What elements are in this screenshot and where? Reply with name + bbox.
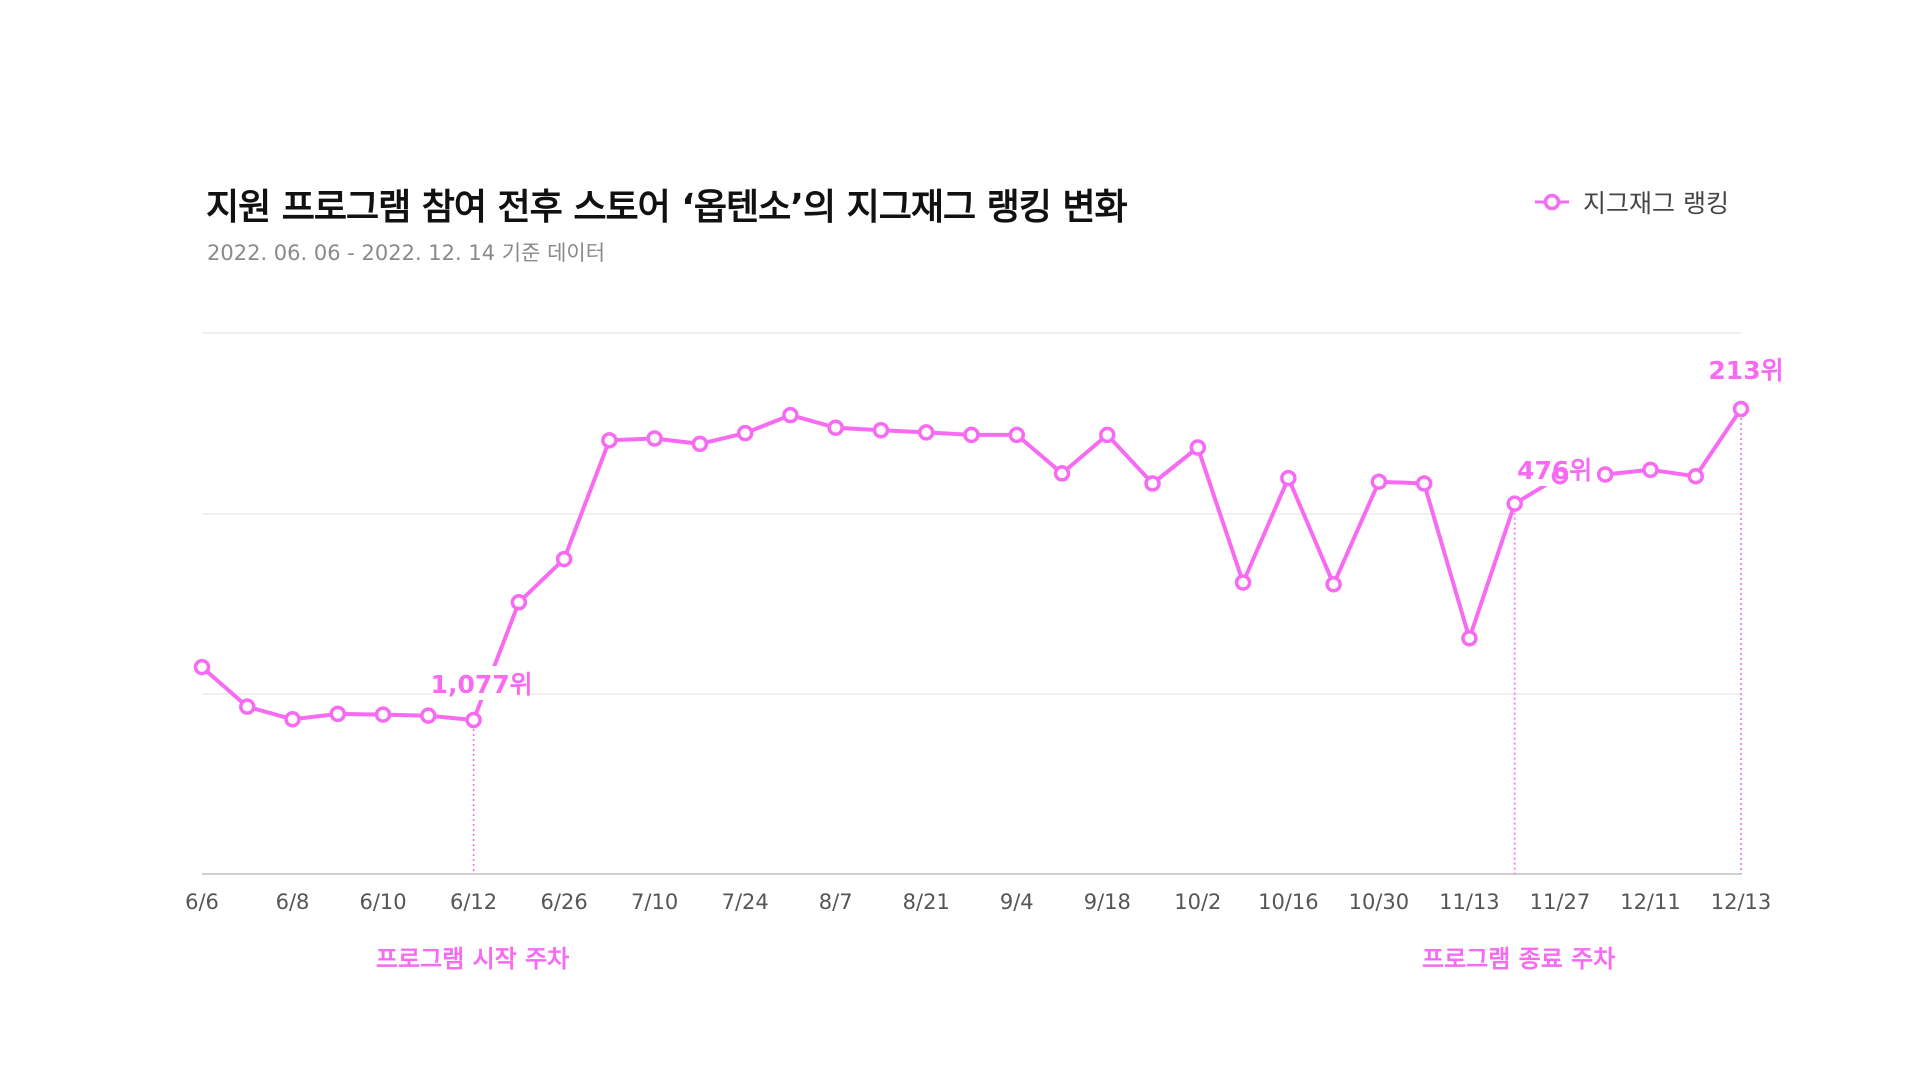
x-tick-label: 8/7 [819,890,853,914]
data-point [782,406,799,424]
data-point [1415,475,1433,492]
data-point [510,594,528,611]
x-tick-label: 7/10 [631,890,678,914]
data-point [872,421,890,439]
legend: 지그재그 랭킹 [1533,184,1729,220]
value-label-start: 1,077위 [431,670,533,699]
program-start-caption: 프로그램 시작 주차 [376,945,569,973]
x-tick-label: 12/11 [1620,890,1681,914]
data-point [284,711,301,728]
x-tick-label: 9/18 [1084,890,1131,914]
x-tick-label: 6/10 [359,890,406,914]
data-point [239,698,256,715]
data-point [465,711,482,729]
data-point [1551,468,1569,485]
data-point [555,550,573,568]
data-point [1008,426,1026,444]
x-tick-label: 6/6 [185,890,219,914]
data-point [1687,468,1704,485]
x-tick-label: 6/26 [541,890,588,914]
data-point [1506,495,1523,512]
x-tick-label: 6/8 [276,890,310,914]
legend-label: 지그재그 랭킹 [1583,189,1729,218]
x-tick-label: 9/4 [1000,890,1034,914]
data-point [1280,469,1297,487]
data-point [329,705,347,723]
data-point [420,707,437,724]
data-point [1732,400,1750,418]
data-point [1099,426,1116,444]
data-point [374,706,392,723]
data-point [193,658,211,676]
data-point [963,426,980,444]
data-point [827,419,844,436]
x-tick-label: 7/24 [722,890,769,914]
data-point [1144,475,1161,492]
x-tick-label: 8/21 [903,890,950,914]
data-point [1370,473,1388,490]
data-point [691,435,709,453]
data-point [601,432,618,449]
x-tick-label: 11/27 [1530,890,1591,914]
x-tick-label: 11/13 [1439,890,1500,914]
data-point [1325,576,1342,593]
data-point [1461,630,1478,647]
data-point [1596,466,1614,483]
label-background [432,666,531,700]
data-point [736,424,754,442]
x-tick-label: 6/12 [450,890,497,914]
data-point [917,424,935,441]
x-tick-label: 10/2 [1174,890,1221,914]
x-tick-label: 10/30 [1349,890,1410,914]
x-tick-label: 12/13 [1711,890,1772,914]
chart-title: 지원 프로그램 참여 전후 스토어 ‘옵텐소’의 지그재그 랭킹 변화 [206,187,1128,228]
data-point [1234,574,1252,591]
label-background [1508,452,1601,486]
data-point [646,430,663,447]
value-label-end: 476위 [1517,456,1592,485]
value-label-latest: 213위 [1708,356,1783,385]
data-point [1053,465,1071,482]
data-point [1189,439,1207,456]
program-end-caption: 프로그램 종료 주차 [1422,945,1615,973]
x-tick-label: 10/16 [1258,890,1319,914]
data-point [1642,461,1659,479]
chart-subtitle: 2022. 06. 06 - 2022. 12. 14 기준 데이터 [207,241,606,265]
legend-line-marker-icon [1535,193,1570,211]
